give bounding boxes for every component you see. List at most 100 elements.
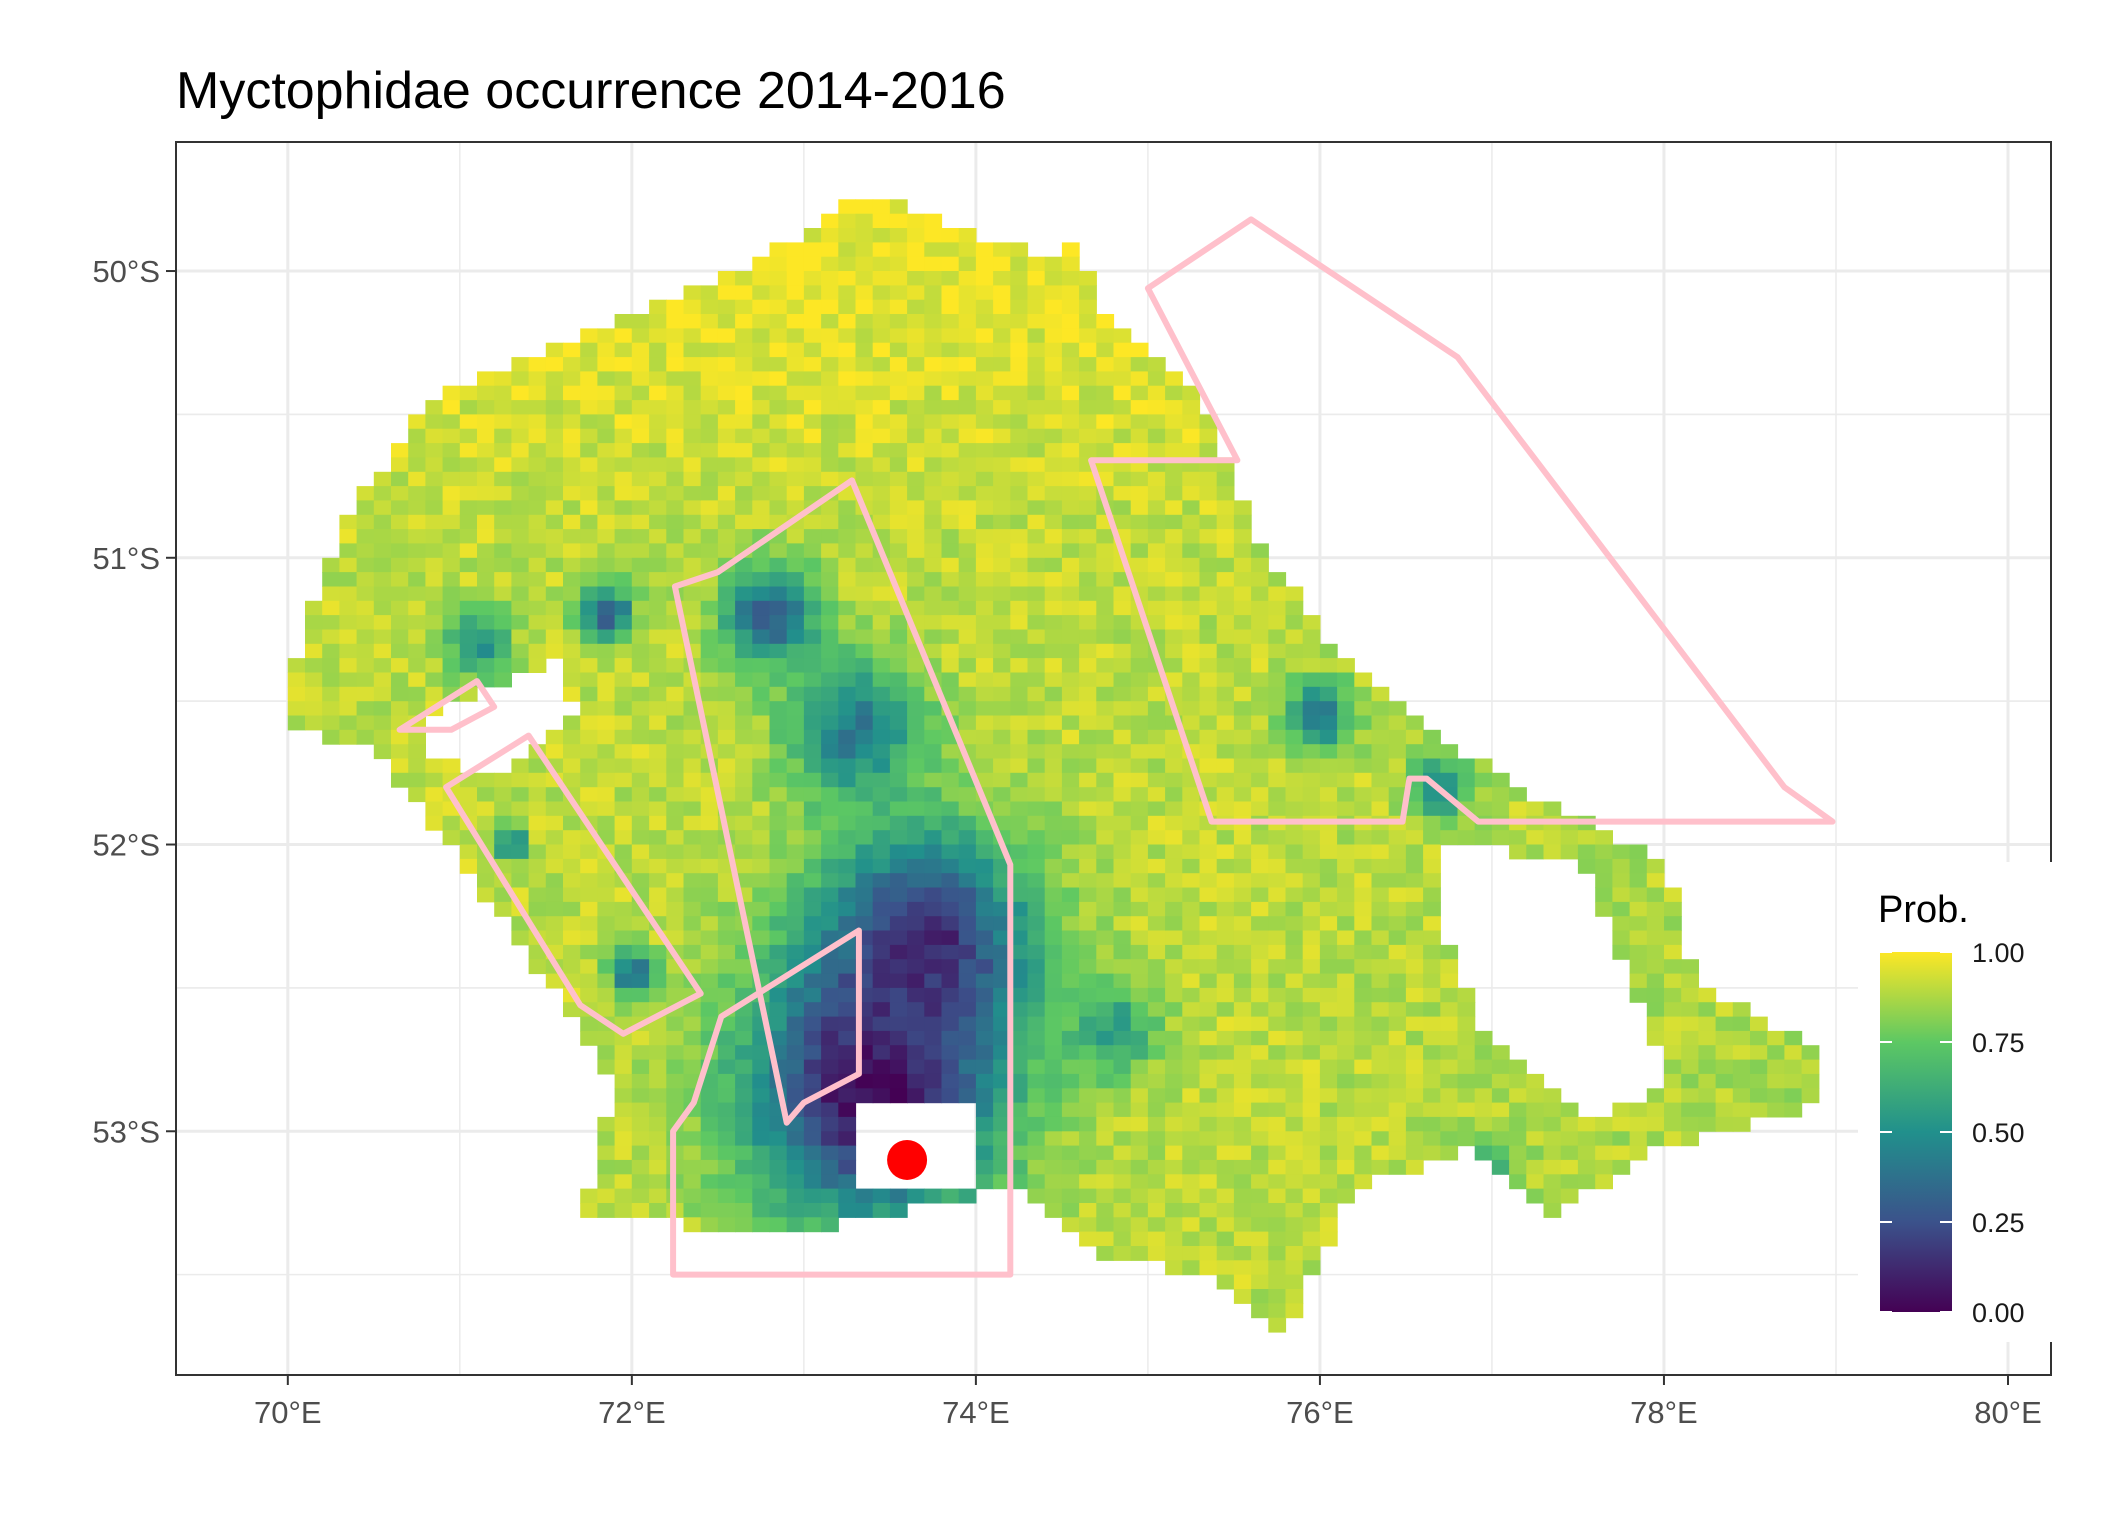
- raster-cell: [1147, 830, 1166, 846]
- raster-cell: [1010, 600, 1029, 616]
- raster-cell: [1216, 643, 1235, 659]
- raster-cell: [752, 1174, 771, 1190]
- raster-cell: [769, 987, 788, 1003]
- raster-cell: [1319, 901, 1338, 917]
- raster-cell: [459, 557, 478, 573]
- raster-cell: [1337, 1159, 1355, 1175]
- raster-cell: [1560, 1159, 1579, 1175]
- raster-cell: [717, 543, 736, 559]
- raster-cell: [1182, 543, 1201, 559]
- raster-cell: [855, 787, 874, 803]
- raster-cell: [1010, 959, 1029, 975]
- raster-cell: [1079, 830, 1097, 846]
- raster-cell: [1629, 930, 1648, 946]
- raster-cell: [666, 1088, 685, 1104]
- raster-cell: [1457, 815, 1476, 831]
- raster-cell: [597, 543, 616, 559]
- raster-cell: [1027, 314, 1046, 329]
- raster-cell: [1061, 1073, 1080, 1089]
- raster-cell: [907, 256, 925, 272]
- raster-cell: [786, 543, 805, 559]
- raster-cell: [872, 500, 891, 516]
- raster-cell: [1010, 830, 1029, 846]
- raster-cell: [752, 500, 771, 516]
- raster-cell: [1612, 930, 1631, 946]
- raster-cell: [563, 901, 581, 917]
- raster-cell: [769, 371, 788, 387]
- raster-cell: [1113, 1016, 1132, 1032]
- raster-cell: [1388, 844, 1407, 860]
- raster-cell: [1027, 328, 1046, 344]
- raster-cell: [649, 586, 667, 602]
- raster-cell: [425, 486, 444, 501]
- raster-cell: [614, 801, 633, 817]
- raster-cell: [597, 1030, 616, 1046]
- raster-cell: [1044, 916, 1063, 932]
- raster-cell: [1612, 844, 1631, 860]
- raster-cell: [494, 457, 512, 473]
- raster-cell: [855, 586, 874, 602]
- raster-cell: [993, 414, 1011, 430]
- raster-cell: [1405, 959, 1424, 975]
- raster-cell: [1182, 514, 1201, 530]
- raster-cell: [872, 328, 891, 344]
- raster-cell: [1147, 787, 1166, 803]
- raster-cell: [1096, 600, 1115, 616]
- raster-cell: [1251, 973, 1269, 989]
- raster-cell: [1061, 844, 1080, 860]
- raster-cell: [907, 357, 925, 372]
- raster-cell: [305, 672, 323, 688]
- raster-cell: [700, 328, 719, 344]
- raster-cell: [958, 1073, 977, 1089]
- raster-cell: [614, 1131, 633, 1147]
- raster-cell: [1405, 1145, 1424, 1161]
- raster-cell: [1216, 586, 1235, 602]
- raster-cell: [1285, 1217, 1304, 1233]
- raster-cell: [614, 371, 633, 387]
- raster-cell: [786, 1002, 805, 1018]
- raster-cell: [1371, 1088, 1390, 1104]
- raster-cell: [649, 801, 667, 817]
- raster-cell: [958, 514, 977, 530]
- raster-cell: [1474, 801, 1493, 817]
- raster-cell: [1388, 973, 1407, 989]
- raster-cell: [975, 887, 994, 903]
- raster-cell: [649, 486, 667, 501]
- raster-cell: [1509, 830, 1527, 846]
- raster-cell: [735, 285, 753, 301]
- raster-cell: [958, 443, 977, 458]
- raster-cell: [769, 572, 788, 587]
- raster-cell: [373, 471, 392, 487]
- raster-cell: [1147, 1045, 1166, 1061]
- raster-cell: [580, 572, 598, 587]
- raster-cell: [889, 744, 908, 760]
- raster-cell: [717, 1088, 736, 1104]
- raster-cell: [975, 930, 994, 946]
- raster-cell: [1182, 414, 1201, 430]
- raster-cell: [1681, 1131, 1699, 1147]
- raster-cell: [1319, 701, 1338, 717]
- raster-cell: [1182, 1260, 1201, 1276]
- raster-cell: [1423, 930, 1441, 946]
- raster-cell: [1405, 944, 1424, 960]
- raster-cell: [649, 514, 667, 530]
- raster-cell: [425, 500, 444, 516]
- raster-cell: [700, 600, 719, 616]
- raster-cell: [649, 643, 667, 659]
- raster-cell: [821, 930, 839, 946]
- raster-cell: [1491, 1116, 1510, 1132]
- raster-cell: [838, 844, 857, 860]
- raster-cell: [1509, 787, 1527, 803]
- raster-cell: [958, 815, 977, 831]
- raster-cell: [408, 586, 426, 602]
- raster-cell: [545, 830, 564, 846]
- raster-cell: [700, 400, 719, 415]
- raster-cell: [1096, 787, 1115, 803]
- raster-cell: [1165, 615, 1183, 630]
- raster-cell: [1371, 887, 1390, 903]
- raster-cell: [1767, 1088, 1785, 1104]
- raster-cell: [735, 572, 753, 587]
- raster-cell: [993, 1088, 1011, 1104]
- raster-cell: [717, 428, 736, 444]
- raster-cell: [717, 744, 736, 760]
